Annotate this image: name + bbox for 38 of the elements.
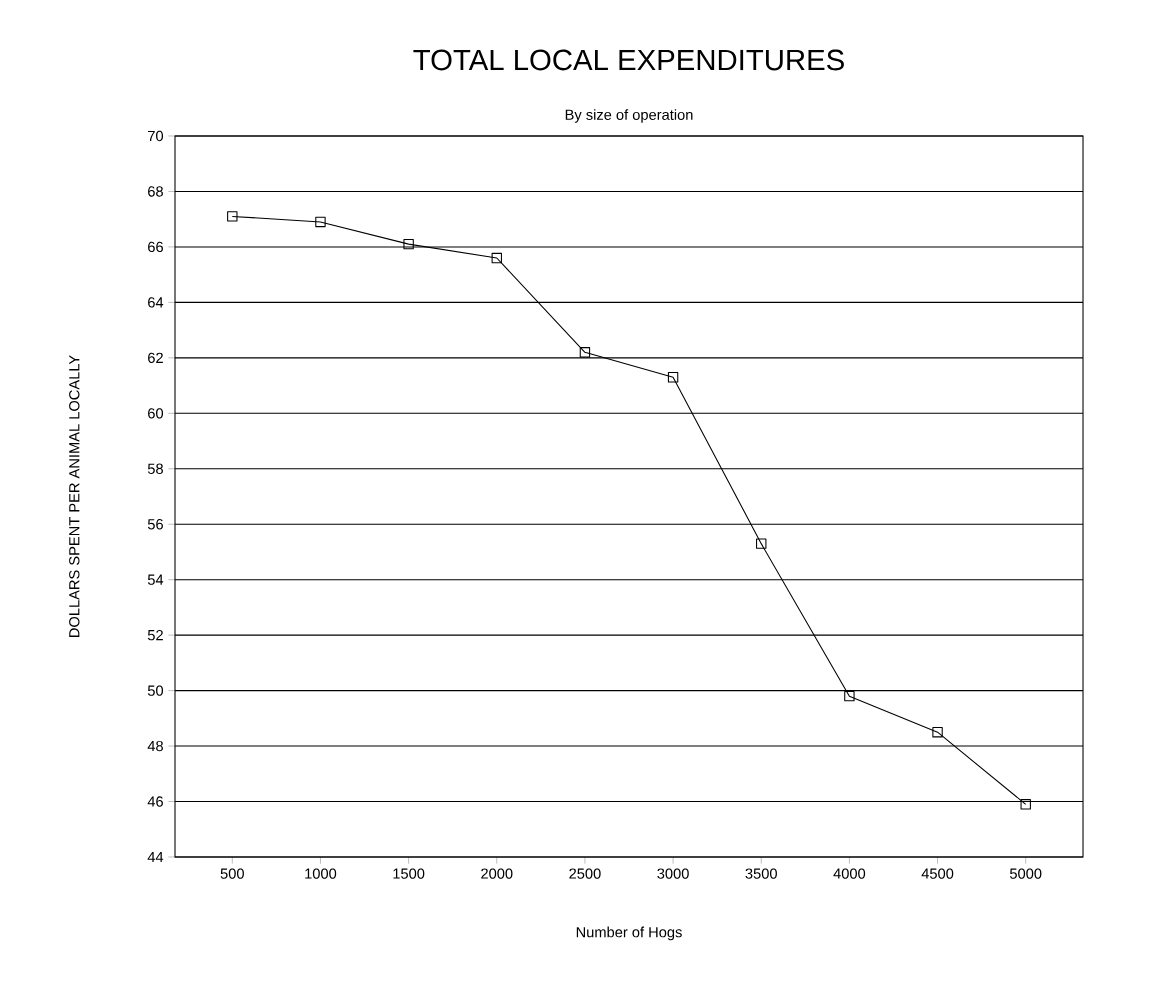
- x-tick-label: 2500: [569, 868, 601, 879]
- point: [756, 538, 767, 549]
- x-tick-label: 2000: [481, 868, 513, 879]
- y-tick-label: 44: [147, 851, 164, 863]
- y-tick-label: 60: [148, 408, 164, 419]
- y-tick-label: 48: [147, 740, 163, 752]
- x-axis-title: Number of Hogs: [576, 926, 682, 941]
- point: [932, 727, 943, 738]
- y-tick-label: 46: [147, 796, 163, 807]
- y-tick-label: 70: [148, 130, 164, 142]
- point: [844, 690, 855, 702]
- y-tick-label: 64: [148, 297, 164, 308]
- x-tick-label: 1000: [305, 868, 337, 879]
- point: [667, 372, 679, 383]
- y-tick-label: 66: [148, 241, 163, 253]
- y-tick-label: 56: [147, 519, 163, 530]
- x-tick-label: 5000: [1009, 868, 1042, 879]
- y-tick-label: 58: [147, 463, 163, 474]
- y-tick-label: 62: [148, 352, 163, 364]
- x-tick-label: 3000: [657, 868, 689, 879]
- y-tick-label: 50: [147, 685, 164, 696]
- y-tick-label: 68: [148, 186, 163, 197]
- y-tick-label: 54: [147, 574, 164, 585]
- y-axis-title: DOLLARS SPENT PER ANIMAL LOCALLY: [69, 355, 80, 637]
- chart-subtitle: By size of operation: [565, 109, 693, 123]
- x-tick-label: 4000: [833, 868, 866, 879]
- chart-title: TOTAL LOCAL EXPENDITURES: [413, 49, 844, 71]
- point: [1020, 799, 1031, 810]
- x-tick-label: 3500: [745, 868, 777, 879]
- point: [491, 252, 502, 264]
- y-tick-label: 52: [147, 629, 163, 641]
- point: [403, 238, 414, 250]
- x-tick-label: 1500: [393, 868, 425, 879]
- point: [227, 211, 238, 222]
- point: [315, 216, 326, 228]
- x-tick-label: 500: [220, 868, 244, 879]
- point: [579, 347, 591, 358]
- x-tick-label: 4500: [921, 868, 954, 879]
